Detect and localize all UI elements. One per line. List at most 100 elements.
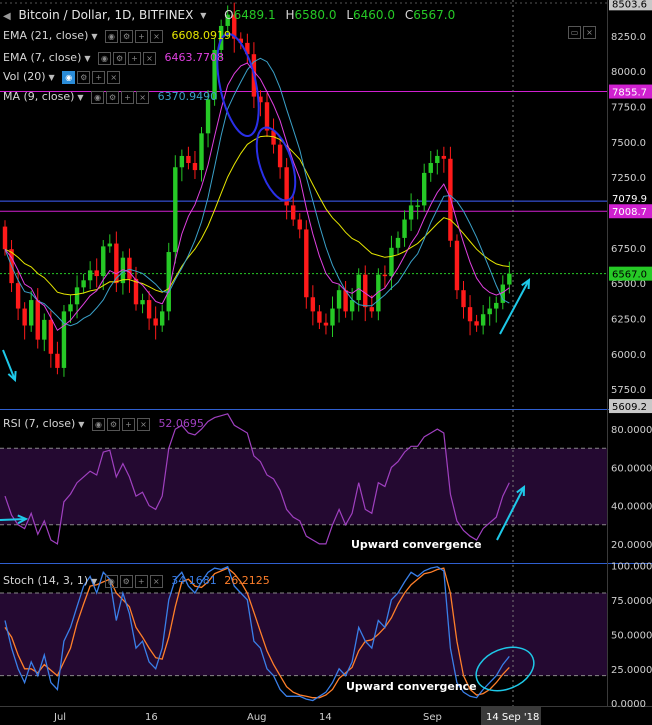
candle-body [61, 311, 67, 368]
close-icon[interactable]: × [150, 29, 164, 43]
price-tick-label: 7500.0 [611, 138, 646, 149]
add-icon[interactable]: + [121, 417, 135, 431]
stoch-d-line [4, 567, 510, 699]
visibility-icon[interactable]: ◉ [91, 417, 105, 431]
chart-header: ◀ Bitcoin / Dollar, 1D, BITFINEX ▼ O6489… [3, 8, 455, 24]
settings-icon[interactable]: ⚙ [119, 574, 133, 588]
candle-body [87, 270, 93, 281]
close-icon[interactable]: × [136, 417, 150, 431]
candle-body [428, 163, 433, 173]
price-tag-r3: 7008.7 [612, 207, 647, 218]
candle-body [48, 319, 54, 354]
add-icon[interactable]: + [92, 70, 106, 84]
candle-body [271, 130, 276, 145]
candle-body [245, 42, 250, 55]
stoch-menu-icon[interactable]: ▼ [91, 576, 98, 586]
candle-body [15, 283, 21, 309]
candle-body [422, 172, 427, 206]
candle-body [435, 155, 440, 164]
ema7-menu-icon[interactable]: ▼ [84, 53, 91, 63]
settings-icon[interactable]: ⚙ [106, 417, 120, 431]
candle-body [179, 155, 185, 168]
candle-body [186, 155, 191, 164]
add-icon[interactable]: + [121, 90, 135, 104]
add-icon[interactable]: + [134, 574, 148, 588]
settings-icon[interactable]: ⚙ [113, 51, 127, 65]
rsi-band [0, 448, 607, 525]
stoch-band [0, 592, 607, 676]
price-tag-current-bg [609, 266, 652, 281]
rsi-menu-icon[interactable]: ▼ [78, 419, 85, 429]
settings-icon[interactable]: ⚙ [77, 70, 91, 84]
candle-body [22, 308, 27, 326]
price-tag-low-bg [609, 399, 652, 414]
trend-arrow-up [499, 279, 530, 335]
candle-body [232, 14, 237, 39]
candle-body [74, 287, 80, 305]
candle-body [277, 144, 283, 168]
visibility-icon[interactable]: ◉ [105, 29, 119, 43]
candle-body [284, 167, 289, 206]
time-tick-label: Jul [53, 712, 66, 723]
settings-icon[interactable]: ⚙ [120, 29, 134, 43]
ma9-menu-icon[interactable]: ▼ [77, 92, 84, 102]
candle-body [310, 297, 316, 312]
pane-collapse-icon[interactable]: ▭ [568, 25, 581, 39]
visibility-icon[interactable]: ◉ [104, 574, 118, 588]
time-tick-label: 14 [319, 712, 332, 723]
candle-body [212, 49, 217, 100]
price-tag-high: 8503.6 [612, 0, 647, 10]
candle-body [133, 278, 139, 305]
candle-body [35, 300, 40, 340]
rsi-tick-label: 80.0000 [611, 425, 652, 436]
candle-body [389, 247, 394, 277]
rsi-arrow-up [496, 486, 525, 541]
candle-body [127, 257, 132, 279]
settings-icon[interactable]: ⚙ [106, 90, 120, 104]
vol-menu-icon[interactable]: ▼ [48, 72, 55, 82]
ema7-legend: EMA (7, close) ▼ ◉ ⚙ + × 6463.7708 [3, 51, 225, 65]
candle-body [146, 300, 152, 319]
pane-controls: ▭ × [568, 25, 598, 39]
stoch-highlight-ellipse [475, 646, 535, 692]
ma9-legend: MA (9, close) ▼ ◉ ⚙ + × 6370.9490 [3, 90, 218, 104]
price-tag-r1-bg [609, 84, 652, 99]
candle-body [408, 205, 414, 220]
candle-body [173, 167, 178, 253]
ema21-legend: EMA (21, close) ▼ ◉ ⚙ + × 6608.0919 [3, 29, 232, 43]
collapse-icon[interactable]: ◀ [3, 11, 11, 22]
time-tick-label: Aug [247, 712, 267, 723]
candle-body [330, 308, 335, 326]
add-icon[interactable]: + [128, 51, 142, 65]
pane-close-icon[interactable]: × [583, 25, 596, 39]
close-icon[interactable]: × [143, 51, 157, 65]
visibility-icon[interactable]: ◉ [62, 70, 76, 84]
candle-body [336, 290, 342, 309]
ema21-menu-icon[interactable]: ▼ [91, 31, 98, 41]
visibility-icon[interactable]: ◉ [91, 90, 105, 104]
candle-body [199, 133, 204, 171]
add-icon[interactable]: + [135, 29, 149, 43]
ma9-buttons: ◉ ⚙ + × [91, 90, 151, 104]
vol-buttons: ◉ ⚙ + × [62, 70, 122, 84]
close-icon[interactable]: × [136, 90, 150, 104]
ohlc-close: C6567.0 [404, 8, 456, 22]
candle-body [343, 290, 348, 312]
candle-body [264, 102, 270, 131]
candle-body [55, 353, 60, 368]
visibility-icon[interactable]: ◉ [98, 51, 112, 65]
stoch-tick-label: 50.0000 [611, 630, 652, 641]
candle-body [94, 270, 99, 277]
candle-body [291, 205, 296, 220]
candle-body [494, 302, 499, 309]
candle-body [487, 308, 492, 315]
time-tick-label: Sep [423, 712, 442, 723]
stoch-tick-label: 75.0000 [611, 596, 652, 607]
close-icon[interactable]: × [149, 574, 163, 588]
stoch-k-line [4, 565, 510, 702]
symbol-menu-icon[interactable]: ▼ [200, 10, 207, 20]
price-tick-label: 8250.0 [611, 32, 646, 43]
close-icon[interactable]: × [107, 70, 121, 84]
candle-body [461, 290, 466, 308]
